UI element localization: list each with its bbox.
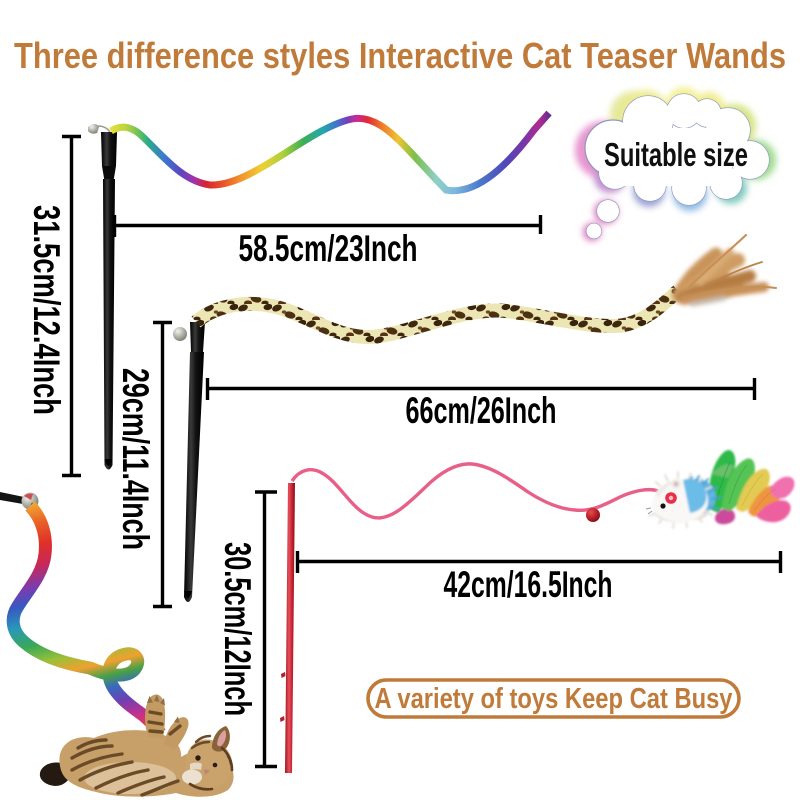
svg-text:66cm/26Inch: 66cm/26Inch xyxy=(406,390,557,431)
svg-text:Suitable size: Suitable size xyxy=(604,136,748,173)
svg-text:Three difference styles Intera: Three difference styles Interactive Cat … xyxy=(14,35,786,76)
svg-text:42cm/16.5Inch: 42cm/16.5Inch xyxy=(444,564,613,605)
svg-text:29cm/11.4Inch: 29cm/11.4Inch xyxy=(115,368,156,550)
svg-text:30.5cm/12Inch: 30.5cm/12Inch xyxy=(217,542,258,716)
svg-text:A variety of toys Keep Cat Bus: A variety of toys Keep Cat Busy xyxy=(375,683,733,715)
svg-text:31.5cm/12.4Inch: 31.5cm/12.4Inch xyxy=(26,205,67,415)
svg-text:58.5cm/23Inch: 58.5cm/23Inch xyxy=(239,228,418,269)
